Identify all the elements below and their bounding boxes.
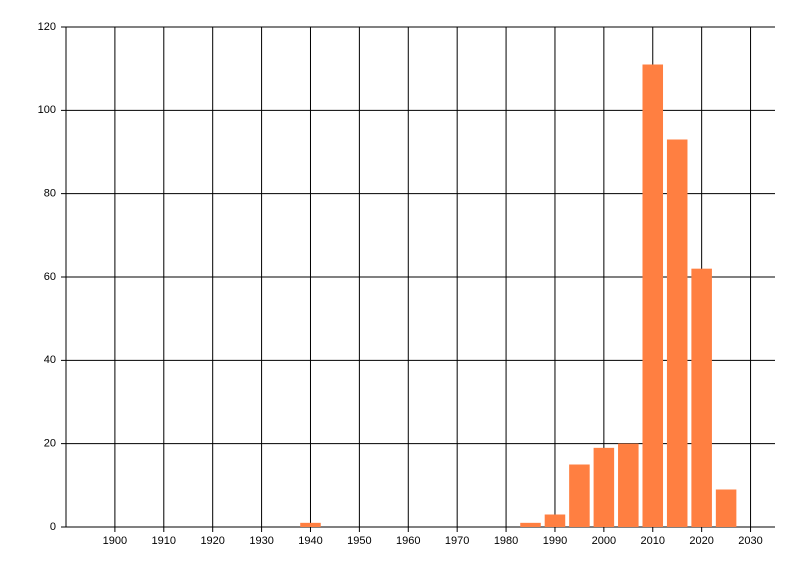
x-tick-label: 1960 xyxy=(396,535,420,547)
bar xyxy=(569,464,590,527)
x-tick-label: 1970 xyxy=(445,535,469,547)
y-tick-label: 20 xyxy=(44,438,56,450)
x-tick-label: 2010 xyxy=(641,535,665,547)
x-tick-label: 1980 xyxy=(494,535,518,547)
x-tick-label: 1950 xyxy=(347,535,371,547)
bar xyxy=(618,443,639,527)
y-tick-label: 80 xyxy=(44,188,56,200)
x-tick-label: 1920 xyxy=(200,535,224,547)
bar xyxy=(520,522,541,527)
x-tick-label: 2000 xyxy=(592,535,616,547)
y-tick-label: 100 xyxy=(38,104,56,116)
x-tick-label: 1940 xyxy=(298,535,322,547)
bar xyxy=(642,64,664,527)
y-tick-label: 60 xyxy=(44,271,56,283)
x-tick-label: 1910 xyxy=(152,535,176,547)
x-tick-label: 2020 xyxy=(689,535,713,547)
bar xyxy=(715,489,737,527)
y-tick-label: 120 xyxy=(38,21,56,33)
x-tick-label: 1900 xyxy=(103,535,127,547)
y-tick-label: 40 xyxy=(44,354,56,366)
bar xyxy=(544,514,566,527)
bar xyxy=(593,447,615,527)
bar xyxy=(691,268,712,527)
x-tick-label: 2030 xyxy=(738,535,762,547)
x-tick-label: 1990 xyxy=(543,535,567,547)
bar xyxy=(300,522,321,527)
x-tick-label: 1930 xyxy=(249,535,273,547)
y-tick-label: 0 xyxy=(50,521,56,533)
bar xyxy=(666,139,688,527)
